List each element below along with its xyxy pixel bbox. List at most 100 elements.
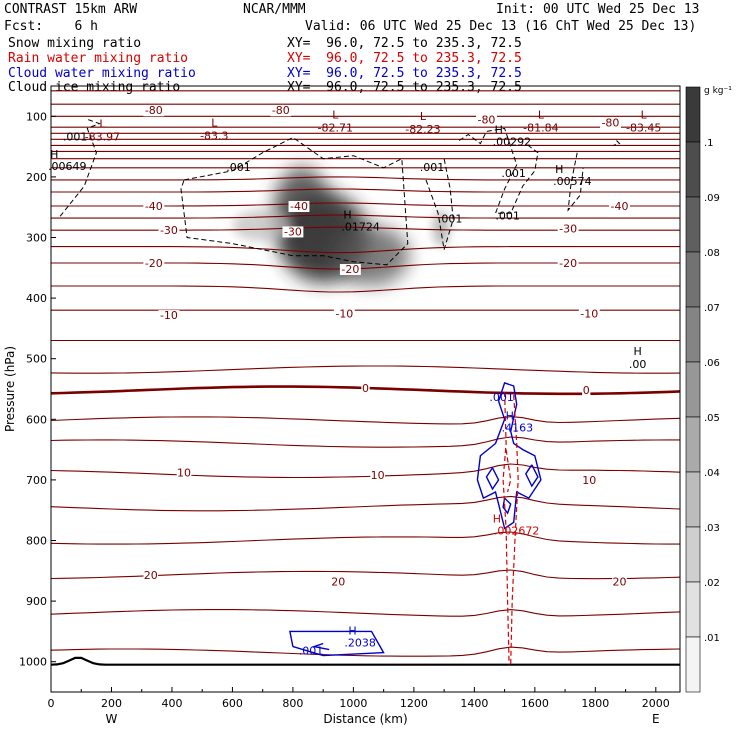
- contour-label: -80: [477, 113, 495, 126]
- colorbar-bin: [685, 196, 701, 253]
- ice-contour-label: .001: [226, 161, 251, 174]
- snow-max-marker: H: [343, 208, 351, 221]
- extremum-value: -83.45: [626, 121, 661, 134]
- colorbar-label: .01: [704, 633, 720, 644]
- cloud-water-label: .001: [489, 391, 514, 404]
- extremum-marker: L: [211, 116, 218, 129]
- colorbar-label: .09: [704, 193, 720, 204]
- x-tick-label: 1400: [460, 697, 488, 710]
- contour-label: 10: [582, 474, 596, 487]
- extremum-marker: L: [420, 110, 427, 123]
- snow-max-value: .00649: [48, 160, 86, 173]
- plot-frame: [50, 85, 681, 693]
- temperature-contour: [51, 495, 680, 512]
- temperature-contour: [51, 436, 680, 448]
- contour-label: -40: [611, 200, 629, 213]
- snow-max-marker: H: [495, 124, 503, 137]
- extremum-marker: L: [99, 118, 106, 131]
- cloud-water-contour: [485, 467, 500, 491]
- cloud-ice-contour: [180, 136, 409, 266]
- colorbar-label: .07: [704, 303, 720, 314]
- contour-label: -30: [559, 222, 577, 235]
- x-tick-label: 600: [222, 697, 243, 710]
- y-tick-label: 400: [26, 292, 47, 305]
- colorbar-label: .1: [704, 138, 714, 149]
- cloud-water-contour: [502, 497, 512, 515]
- contour-label: -20: [559, 257, 577, 270]
- temperature-contour: [51, 246, 680, 254]
- temperature-contour: [51, 176, 680, 181]
- ice-contour-label: .001: [438, 212, 463, 225]
- colorbar-bin: [685, 636, 701, 693]
- cloud-water-max-value: .2038: [344, 637, 376, 650]
- init-time: Init: 00 UTC Wed 25 Dec 13: [496, 2, 700, 17]
- contour-label: -20: [341, 263, 359, 276]
- contour-label: 10: [177, 467, 191, 480]
- colorbar-bin: [685, 141, 701, 198]
- cloud-water-contour: [524, 464, 539, 488]
- contour-label: -80: [272, 104, 290, 117]
- y-tick-label: 1000: [19, 656, 47, 669]
- colorbar-label: .05: [704, 413, 720, 424]
- forecast-hour: Fcst: 6 h: [4, 19, 98, 34]
- field-rain-xy: XY= 96.0, 72.5 to 235.3, 72.5: [287, 51, 522, 66]
- colorbar-label: .04: [704, 468, 720, 479]
- colorbar-label: .03: [704, 523, 720, 534]
- y-axis-label: Pressure (hPa): [3, 346, 17, 432]
- contour-label: 20: [331, 576, 345, 589]
- temperature-contour: [51, 285, 680, 293]
- contour-label: -40: [145, 200, 163, 213]
- contour-label: -10: [160, 309, 178, 322]
- extremum-marker: L: [641, 108, 648, 121]
- y-tick-label: 900: [26, 595, 47, 608]
- snow-lower: [333, 225, 410, 286]
- cloud-water-max-value: .4163: [502, 421, 533, 434]
- field-snow-xy: XY= 96.0, 72.5 to 235.3, 72.5: [287, 36, 522, 51]
- temperature-contour: [51, 646, 680, 657]
- y-tick-label: 800: [26, 535, 47, 548]
- ice-contour-label: .001: [420, 161, 445, 174]
- colorbar-bin: [685, 251, 701, 308]
- contour-label: -30: [160, 224, 178, 237]
- colorbar-bin: [685, 86, 701, 143]
- extremum-value: -83.97: [85, 131, 120, 144]
- extremum-value: -82.71: [318, 121, 353, 134]
- contour-label: 0: [583, 384, 590, 397]
- cloud-ice-contour: [458, 127, 539, 214]
- cloud-water-label: .001: [299, 644, 324, 657]
- x-tick-label: 2000: [642, 697, 670, 710]
- contour-label: -10: [335, 307, 353, 320]
- rain-water-contour: [505, 449, 512, 493]
- temperature-contour: [51, 531, 680, 545]
- cloud-ice-contour: [567, 152, 584, 212]
- extremum-marker: L: [538, 108, 545, 121]
- cloud-water-max-marker: H: [348, 625, 356, 638]
- colorbar-label: .02: [704, 578, 720, 589]
- x-tick-label: 400: [161, 697, 182, 710]
- snow-max-value: .00292: [493, 136, 532, 149]
- field-snow-name: Snow mixing ratio: [8, 36, 142, 51]
- contour-label: 20: [613, 576, 627, 589]
- extremum-value: .00: [629, 358, 647, 371]
- temperature-contour: [51, 463, 680, 479]
- cloud-water-max-marker: H: [506, 409, 514, 422]
- colorbar-bin: [685, 471, 701, 528]
- y-tick-label: 100: [26, 110, 47, 123]
- x-tick-label: 800: [282, 697, 303, 710]
- snow-max-value: .00574: [553, 175, 592, 188]
- x-east-label: E: [652, 712, 660, 726]
- ice-contour-label: .001: [63, 131, 88, 144]
- x-tick-label: 1200: [400, 697, 428, 710]
- contour-label: -10: [580, 307, 598, 320]
- field-cloudwater-xy: XY= 96.0, 72.5 to 235.3, 72.5: [287, 66, 522, 81]
- extremum-value: -82.23: [405, 123, 440, 136]
- cloud-ice-contour: [613, 140, 621, 146]
- colorbar-label: .06: [704, 358, 720, 369]
- cloud-ice-contour: [425, 158, 454, 250]
- y-tick-label: 300: [26, 232, 47, 245]
- contour-label: 10: [371, 469, 385, 482]
- x-axis-label: Distance (km): [323, 712, 407, 726]
- contour-label: -80: [145, 104, 163, 117]
- extremum-marker: L: [332, 108, 339, 121]
